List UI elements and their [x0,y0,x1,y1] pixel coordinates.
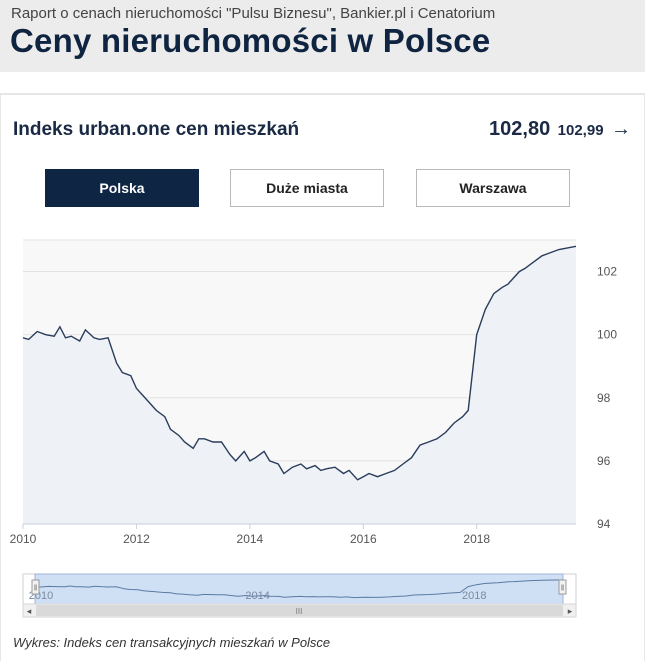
navigator-year-label: 2018 [462,590,486,602]
index-value-main: 102,80 [489,118,551,140]
index-values[interactable]: 102,80 102,99 → [489,118,631,141]
index-value-secondary: 102,99 [557,122,604,139]
tab-duze-miasta[interactable]: Duże miasta [230,169,384,207]
x-tick-label: 2014 [237,532,264,546]
report-kicker: Raport o cenach nieruchomości "Pulsu Biz… [11,5,496,22]
x-tick-label: 2010 [10,532,37,546]
x-tick-label: 2012 [123,532,150,546]
x-axis-ticks: 2010 2012 2014 2016 2018 [10,524,490,546]
x-tick-label: 2016 [350,532,377,546]
navigator-series-line [34,579,564,599]
y-tick-label: 102 [597,265,617,279]
x-tick-label: 2018 [463,532,490,546]
chart-caption: Wykres: Indeks cen transakcyjnych mieszk… [13,635,331,650]
range-navigator[interactable]: 2010 2014 2018 ‖ ‖ ◂ ▸ III [0,568,645,623]
y-tick-label: 94 [597,517,611,531]
scrollbar-thumb[interactable] [36,605,563,616]
index-title: Indeks urban.one cen mieszkań [13,119,300,140]
scroll-left-icon[interactable]: ◂ [27,607,32,617]
page-title: Ceny nieruchomości w Polsce [10,22,491,59]
index-line-chart: 94 96 98 100 102 2010 2012 2014 2016 2018 [10,239,617,546]
arrow-right-icon[interactable]: → [611,118,631,140]
tab-warszawa[interactable]: Warszawa [416,169,570,207]
y-tick-label: 96 [597,454,611,468]
tab-polska[interactable]: Polska [45,169,199,207]
y-tick-label: 98 [597,391,611,405]
series-area [23,246,576,525]
y-tick-label: 100 [597,328,617,342]
navigator-year-label: 2014 [245,590,269,602]
navigator-handle-left[interactable] [31,579,40,595]
navigator-handle-right-grip: ‖ [561,584,564,593]
scrollbar-grip[interactable]: III [296,607,303,616]
page-header: Raport o cenach nieruchomości "Pulsu Biz… [0,0,645,72]
navigator-handle-left-grip: ‖ [34,584,37,593]
series-line [22,245,577,481]
navigator-handle-right[interactable] [558,579,567,595]
y-axis-ticks: 94 96 98 100 102 [597,265,617,531]
scroll-right-icon[interactable]: ▸ [568,607,573,617]
navigator-year-labels: 2010 2014 2018 [29,590,487,602]
